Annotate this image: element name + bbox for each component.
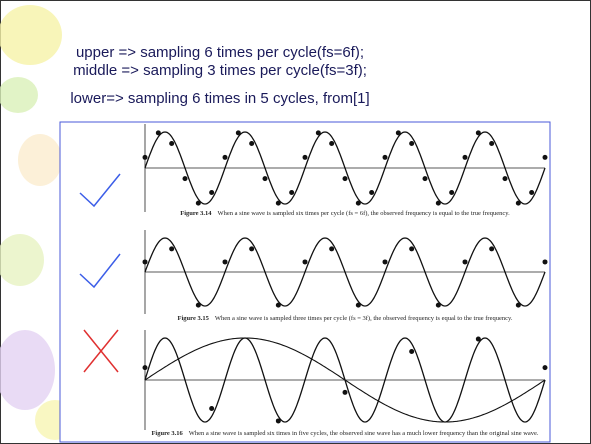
- sample-dot: [409, 246, 415, 252]
- caption-text: When a sine wave is sampled six times in…: [188, 430, 539, 437]
- figure-caption: Figure 3.15 When a sine wave is sampled t…: [150, 315, 540, 322]
- sample-dot: [422, 176, 428, 182]
- caption-text: When a sine wave is sampled three times …: [214, 315, 513, 322]
- sample-dot: [342, 389, 348, 395]
- sample-dot: [515, 302, 521, 308]
- sample-dot: [542, 259, 548, 265]
- waves: [142, 124, 548, 430]
- sample-dot: [542, 154, 548, 160]
- sample-dot: [502, 176, 508, 182]
- sample-dot: [369, 189, 375, 195]
- sample-dot: [409, 348, 415, 354]
- figure-caption: Figure 3.14 When a sine wave is sampled s…: [150, 210, 540, 217]
- sample-dot: [209, 189, 215, 195]
- sample-dot: [235, 130, 241, 136]
- sample-dot: [462, 259, 468, 265]
- sample-dot: [489, 246, 495, 252]
- sample-dot: [315, 130, 321, 136]
- sample-dot: [489, 141, 495, 147]
- header-line: middle => sampling 3 times per cycle(fs=…: [73, 62, 367, 79]
- sample-dot: [475, 336, 481, 342]
- sample-dot: [249, 141, 255, 147]
- sine-wave: [144, 131, 546, 205]
- sample-dot: [329, 141, 335, 147]
- check-mark: [79, 253, 121, 289]
- bubble: [18, 134, 62, 186]
- sample-dot: [169, 246, 175, 252]
- figure-label: Figure 3.14: [180, 210, 212, 217]
- figure-frame: [59, 121, 551, 443]
- sample-dot: [462, 154, 468, 160]
- sample-dot: [342, 176, 348, 182]
- bubble: [0, 330, 55, 410]
- figure-label: Figure 3.15: [177, 315, 209, 322]
- sample-dot: [275, 302, 281, 308]
- sample-dot: [222, 154, 228, 160]
- sample-dot: [195, 302, 201, 308]
- sample-dot: [329, 246, 335, 252]
- caption-text: When a sine wave is sampled six times pe…: [217, 210, 510, 217]
- figure-label: Figure 3.16: [151, 430, 183, 437]
- sample-dot: [142, 365, 148, 371]
- sample-dot: [289, 189, 295, 195]
- bubble: [0, 234, 44, 286]
- sample-dot: [382, 154, 388, 160]
- sample-dot: [302, 259, 308, 265]
- sample-dot: [195, 200, 201, 206]
- sample-dot: [262, 176, 268, 182]
- sample-dot: [275, 200, 281, 206]
- sample-dot: [355, 302, 361, 308]
- sample-dot: [382, 259, 388, 265]
- sample-dot: [395, 130, 401, 136]
- bubble: [0, 77, 38, 113]
- check-mark: [79, 173, 121, 208]
- sine-wave: [144, 237, 546, 307]
- sample-dot: [542, 365, 548, 371]
- sample-dot: [515, 200, 521, 206]
- header-line: upper => sampling 6 times per cycle(fs=6…: [75, 44, 365, 61]
- sample-dot: [302, 154, 308, 160]
- sample-dot: [275, 418, 281, 424]
- figure-caption: Figure 3.16 When a sine wave is sampled s…: [150, 430, 540, 437]
- bubble: [0, 5, 62, 65]
- sample-dot: [449, 189, 455, 195]
- cross-mark: [83, 329, 119, 373]
- sample-dot: [142, 259, 148, 265]
- alias-wave: [144, 337, 546, 423]
- sample-dot: [209, 406, 215, 412]
- sample-dot: [355, 200, 361, 206]
- sample-dot: [155, 130, 161, 136]
- sample-dot: [409, 141, 415, 147]
- sample-dot: [529, 189, 535, 195]
- sample-dot: [182, 176, 188, 182]
- sample-dot: [169, 141, 175, 147]
- sample-dot: [435, 200, 441, 206]
- sample-dot: [435, 302, 441, 308]
- header-line: lower=> sampling 6 times in 5 cycles, fr…: [70, 90, 370, 107]
- sample-dot: [222, 259, 228, 265]
- sample-dot: [142, 154, 148, 160]
- sample-dot: [475, 130, 481, 136]
- sample-dot: [249, 246, 255, 252]
